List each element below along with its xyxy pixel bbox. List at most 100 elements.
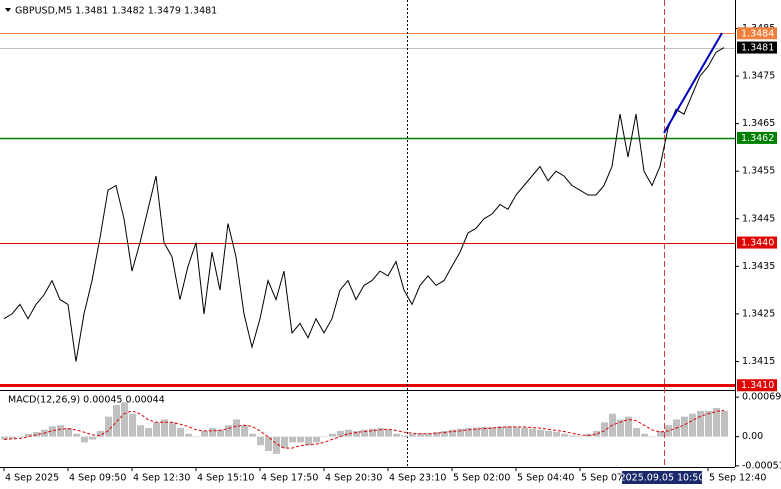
- macd-bar: [33, 432, 40, 437]
- x-tick-label: 5 Sep 12:40: [709, 473, 766, 484]
- macd-bar: [161, 419, 168, 437]
- macd-bar: [529, 428, 536, 437]
- macd-bar: [145, 428, 152, 437]
- macd-bar: [361, 429, 368, 437]
- macd-bar: [369, 428, 376, 437]
- y-tick-label: 1.3465: [742, 118, 775, 129]
- macd-bar: [113, 405, 120, 437]
- macd-bar: [17, 436, 24, 438]
- level-label: 1.3440: [741, 238, 774, 249]
- macd-bar: [209, 428, 216, 437]
- x-tick-label: 4 Sep 17:50: [261, 473, 318, 484]
- dropdown-icon: [5, 8, 11, 12]
- macd-bar: [705, 410, 712, 437]
- macd-bar: [465, 428, 472, 437]
- level-label: 1.3481: [741, 43, 774, 54]
- macd-bar: [681, 416, 688, 437]
- y-tick-label: 1.3415: [742, 356, 775, 367]
- macd-bar: [137, 425, 144, 437]
- macd-bar: [281, 436, 288, 449]
- macd-bar: [57, 425, 64, 437]
- macd-bar: [521, 427, 528, 437]
- macd-bar: [353, 430, 360, 437]
- macd-bar: [569, 435, 576, 437]
- macd-bar: [321, 436, 328, 438]
- macd-bar: [441, 430, 448, 437]
- x-tick-label: 4 Sep 2025: [5, 473, 59, 484]
- macd-bar: [129, 413, 136, 437]
- level-label-box: [737, 27, 777, 40]
- level-label-box: [737, 131, 777, 144]
- level-label: 1.3462: [741, 133, 774, 144]
- x-tick-label: 4 Sep 20:30: [325, 473, 382, 484]
- level-label: 1.3410: [741, 380, 774, 391]
- macd-bar: [561, 433, 568, 437]
- macd-bar: [225, 425, 232, 437]
- macd-bar: [337, 430, 344, 437]
- crosshair-label: 2025.09.05 10:50: [620, 473, 705, 484]
- macd-bar: [697, 410, 704, 437]
- macd-bar: [105, 416, 112, 437]
- y-tick-label: 1.3425: [742, 308, 775, 319]
- macd-bar: [473, 427, 480, 437]
- macd-bar: [553, 432, 560, 437]
- level-label: 1.3484: [741, 28, 774, 39]
- macd-signal: [3, 409, 725, 449]
- level-label-box: [737, 41, 777, 54]
- macd-bar: [289, 436, 296, 443]
- macd-bar: [89, 436, 96, 440]
- macd-bar: [265, 436, 272, 451]
- macd-bar: [9, 436, 16, 439]
- macd-bar: [345, 429, 352, 437]
- macd-bar: [81, 436, 88, 443]
- macd-bar: [497, 426, 504, 437]
- y-tick-label: 1.3455: [742, 166, 775, 177]
- y-tick-label: 1.3445: [742, 213, 775, 224]
- level-label-box: [737, 236, 777, 249]
- macd-bar: [97, 430, 104, 437]
- x-tick-label: 5 Sep 04:40: [517, 473, 574, 484]
- x-tick-label: 5 Sep 07:20: [581, 473, 638, 484]
- x-tick-label: 4 Sep 09:50: [69, 473, 126, 484]
- macd-bar: [513, 426, 520, 437]
- macd-bar: [249, 433, 256, 437]
- level-label-box: [737, 379, 777, 392]
- macd-bar: [169, 422, 176, 437]
- chart-title: GBPUSD,M5 1.3481 1.3482 1.3479 1.3481: [15, 6, 217, 17]
- x-tick-label: 4 Sep 15:10: [197, 473, 254, 484]
- crosshair-label-box: [622, 471, 702, 484]
- macd-bar: [313, 436, 320, 443]
- trend-line: [663, 32, 723, 134]
- macd-tick-label: -0.00051: [742, 460, 781, 471]
- macd-bar: [721, 410, 728, 437]
- macd-bar: [273, 436, 280, 454]
- y-tick-label: 1.3435: [742, 261, 775, 272]
- macd-bar: [433, 432, 440, 437]
- macd-bar: [481, 426, 488, 437]
- macd-bar: [425, 433, 432, 437]
- macd-bar: [153, 422, 160, 437]
- macd-bar: [177, 428, 184, 437]
- macd-bar: [329, 433, 336, 437]
- macd-title: MACD(12,26,9) 0.00045 0.00044: [8, 395, 165, 406]
- macd-bar: [217, 429, 224, 437]
- macd-bar: [417, 433, 424, 437]
- x-tick-label: 5 Sep 02:00: [453, 473, 510, 484]
- x-tick-label: 4 Sep 23:10: [389, 473, 446, 484]
- macd-bar: [65, 428, 72, 437]
- macd-bar: [449, 429, 456, 437]
- macd-bar: [505, 426, 512, 437]
- price-line: [3, 47, 725, 362]
- macd-bar: [393, 433, 400, 437]
- macd-bar: [617, 419, 624, 437]
- macd-bar: [73, 433, 80, 437]
- macd-bar: [257, 436, 264, 446]
- macd-bar: [25, 433, 32, 437]
- macd-bar: [377, 428, 384, 437]
- macd-bar: [241, 425, 248, 437]
- macd-bar: [625, 416, 632, 437]
- x-tick-label: 4 Sep 12:30: [133, 473, 190, 484]
- macd-bar: [121, 402, 128, 437]
